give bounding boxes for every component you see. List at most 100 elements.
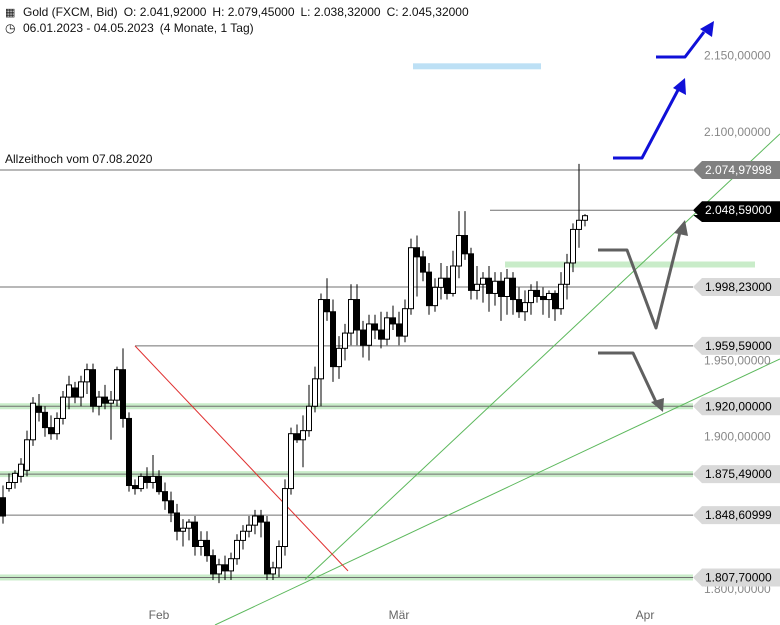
candle-body: [156, 475, 162, 493]
gray-arrowhead-drop: [651, 398, 664, 412]
candle-body: [252, 515, 258, 526]
candle-body: [108, 399, 114, 404]
candle-body: [558, 283, 564, 310]
all-time-high-annotation: Allzeithoch vom 07.08.2020: [5, 152, 153, 166]
candle-body: [204, 539, 210, 557]
candle-body: [258, 515, 264, 523]
candle-body: [576, 219, 582, 230]
candle-body: [324, 299, 330, 313]
candle-body: [444, 277, 450, 294]
gray-arrowhead-rebound: [674, 220, 688, 236]
candle-body: [30, 402, 36, 441]
candle-body: [414, 247, 420, 258]
blue-upside-arrow-upper: [656, 31, 706, 59]
level-badge: [693, 161, 780, 179]
candle-body: [180, 527, 186, 532]
level-badge: [693, 465, 780, 484]
blue-arrowhead-upper: [700, 21, 714, 37]
candle-body: [132, 485, 138, 490]
level-badge-label: 1.998,23000: [705, 280, 772, 294]
candle-body: [330, 311, 336, 368]
candle-body: [72, 387, 78, 398]
candle-body: [66, 384, 72, 398]
candle-body: [480, 277, 486, 285]
candle-body: [198, 539, 204, 548]
candle-body: [342, 332, 348, 349]
candle-body: [240, 530, 246, 541]
candle-body: [78, 381, 84, 398]
duration-label: (4 Monate, 1 Tag): [159, 21, 254, 35]
candlestick-icon: ▦: [5, 7, 16, 19]
candle-body: [582, 215, 588, 221]
candle-body: [12, 472, 18, 483]
candle-body: [102, 396, 108, 404]
high-value: H: 2.079,45000: [212, 5, 295, 19]
y-tick-label: 2.150,00000: [704, 49, 771, 63]
blue-arrowhead-lower: [673, 78, 686, 95]
candle-body: [486, 277, 492, 294]
candle-body: [36, 405, 42, 413]
candle-body: [492, 280, 498, 294]
candle-body: [246, 524, 252, 532]
candle-body: [90, 369, 96, 407]
candle-body: [546, 292, 552, 301]
candle-body: [222, 564, 228, 572]
level-badge-label: 2.048,59000: [705, 203, 772, 217]
candle-body: [318, 299, 324, 380]
low-value: L: 2.038,32000: [300, 5, 381, 19]
candle-body: [186, 521, 192, 529]
level-badge-label: 2.074,97998: [705, 163, 772, 177]
candle-body: [498, 280, 504, 297]
candle-body: [24, 439, 30, 471]
uptrend-line-flat: [214, 358, 780, 625]
candle-body: [60, 396, 66, 419]
candle-body: [138, 475, 144, 490]
symbol-label: Gold (FXCM, Bid): [23, 5, 118, 19]
candle-body: [264, 521, 270, 575]
candle-body: [192, 521, 198, 548]
candle-body: [282, 488, 288, 548]
candle-body: [348, 299, 354, 334]
candle-body: [450, 265, 456, 294]
candle-body: [378, 329, 384, 340]
candle-body: [216, 564, 222, 575]
candle-body: [384, 317, 390, 340]
candle-body: [0, 497, 6, 517]
candle-body: [228, 558, 234, 572]
candle-body: [390, 317, 396, 325]
candle-body: [462, 235, 468, 255]
gray-scenario-arrow-drop: [598, 351, 658, 403]
y-tick-label: 1.900,00000: [704, 430, 771, 444]
candle-body: [420, 256, 426, 273]
candle-body: [120, 369, 126, 419]
candle-body: [474, 283, 480, 291]
y-tick-label: 1.950,00000: [704, 354, 771, 368]
x-tick-label: Mär: [389, 608, 410, 622]
candle-body: [438, 277, 444, 288]
blue-upside-arrow-lower: [613, 89, 680, 160]
candle-body: [210, 555, 216, 575]
level-badge: [693, 397, 780, 416]
candle-body: [396, 323, 402, 337]
y-tick-label: 2.100,00000: [704, 125, 771, 139]
level-badge: [693, 278, 780, 296]
candle-body: [84, 369, 90, 383]
candle-body: [456, 235, 462, 267]
candle-body: [42, 411, 48, 429]
candle-body: [552, 292, 558, 310]
candle-body: [510, 277, 516, 301]
level-badge-label: 1.807,70000: [705, 570, 772, 584]
chart-header-line-2: ◷ 06.01.2023 - 04.05.2023 (4 Monate, 1 Tag…: [5, 21, 260, 35]
open-value: O: 2.041,92000: [123, 5, 207, 19]
candle-body: [270, 567, 276, 575]
candle-body: [360, 329, 366, 346]
candle-body: [6, 481, 12, 490]
candle-body: [162, 491, 168, 502]
candle-body: [150, 475, 156, 483]
candle-body: [426, 271, 432, 307]
candle-body: [534, 289, 540, 297]
candle-body: [306, 405, 312, 432]
candle-body: [54, 417, 60, 435]
gray-scenario-arrow-rebound: [598, 231, 682, 330]
